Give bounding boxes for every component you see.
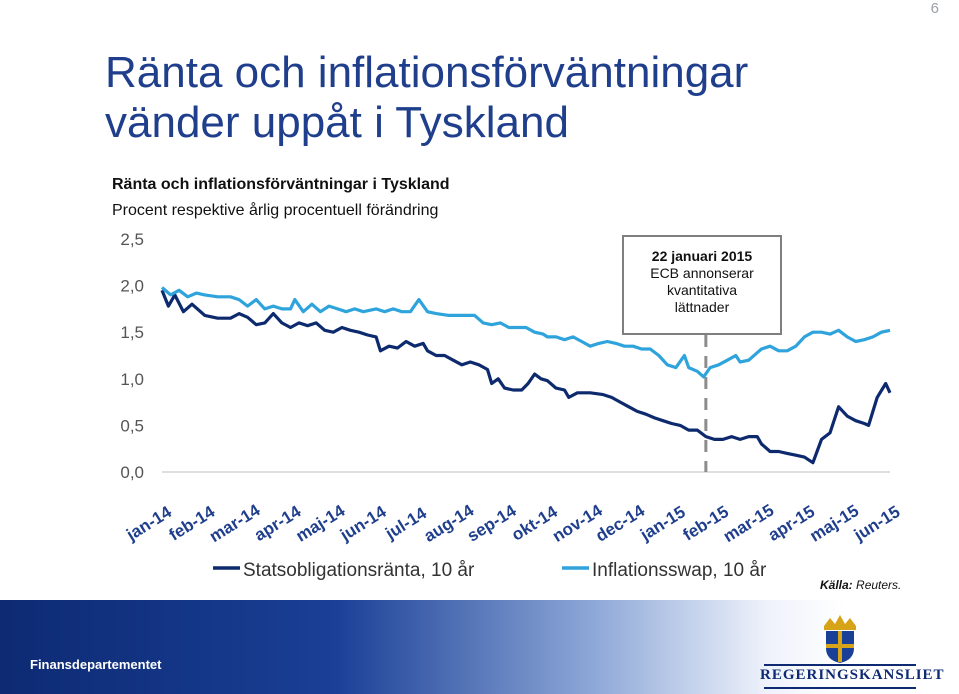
annotation-text-line: lättnader — [675, 299, 730, 315]
x-tick-label: mar-14 — [206, 500, 264, 546]
x-tick-label: apr-15 — [765, 502, 818, 545]
x-tick-label: maj-15 — [806, 501, 862, 546]
y-tick-label: 2,5 — [120, 230, 144, 249]
crown-shield-icon — [824, 615, 856, 663]
x-tick-label: jul-14 — [381, 503, 430, 543]
legend-label: Inflationsswap, 10 år — [592, 560, 767, 581]
chart-subtitle: Procent respektive årlig procentuell för… — [112, 202, 439, 219]
annotation-text-line: kvantitativa — [667, 282, 737, 298]
footer-organization: Finansdepartementet — [30, 657, 162, 672]
y-tick-label: 2,0 — [120, 277, 144, 296]
annotation-text-line: 22 januari 2015 — [652, 248, 753, 264]
line-chart: 0,00,51,01,52,02,5jan-14feb-14mar-14apr-… — [120, 230, 903, 581]
source-value: Reuters. — [856, 578, 902, 592]
logo-rule-bottom — [764, 687, 916, 689]
slide-title-line-2: vänder uppåt i Tyskland — [105, 98, 569, 147]
x-tick-label: jun-15 — [850, 502, 903, 545]
source-label: Källa: — [820, 578, 853, 592]
slide-title-line-1: Ränta och inflationsförväntningar — [105, 48, 749, 97]
x-tick-label: maj-14 — [293, 501, 349, 546]
x-tick-label: jun-14 — [336, 502, 390, 545]
source-note: Källa: Reuters. — [820, 578, 901, 592]
x-tick-label: dec-14 — [592, 501, 648, 546]
y-tick-label: 0,0 — [120, 463, 144, 482]
x-tick-label: jan-15 — [636, 502, 689, 545]
legend-label: Statsobligationsränta, 10 år — [243, 560, 475, 581]
y-tick-label: 1,0 — [120, 370, 144, 389]
x-tick-label: apr-14 — [251, 501, 305, 544]
logo-text: REGERINGSKANSLIET — [760, 667, 945, 683]
annotation-box — [622, 235, 782, 335]
page-number: 6 — [930, 0, 939, 17]
series-line-bond — [160, 289, 892, 465]
series-line-swap — [160, 286, 891, 379]
chart-title: Ränta och inflationsförväntningar i Tysk… — [112, 176, 450, 193]
x-tick-label: sep-14 — [464, 501, 520, 546]
y-tick-label: 0,5 — [120, 416, 144, 435]
slide-title: Ränta och inflationsförväntningar vänder… — [105, 48, 748, 148]
x-tick-label: mar-15 — [720, 501, 777, 547]
regeringskansliet-logo: REGERINGSKANSLIET — [760, 612, 945, 692]
logo-rule-top — [764, 664, 916, 666]
y-tick-label: 1,5 — [120, 323, 144, 342]
annotation-text-line: ECB annonserar — [650, 265, 754, 281]
x-tick-label: jan-14 — [122, 502, 175, 545]
footer-bar: Finansdepartementet — [0, 600, 959, 694]
